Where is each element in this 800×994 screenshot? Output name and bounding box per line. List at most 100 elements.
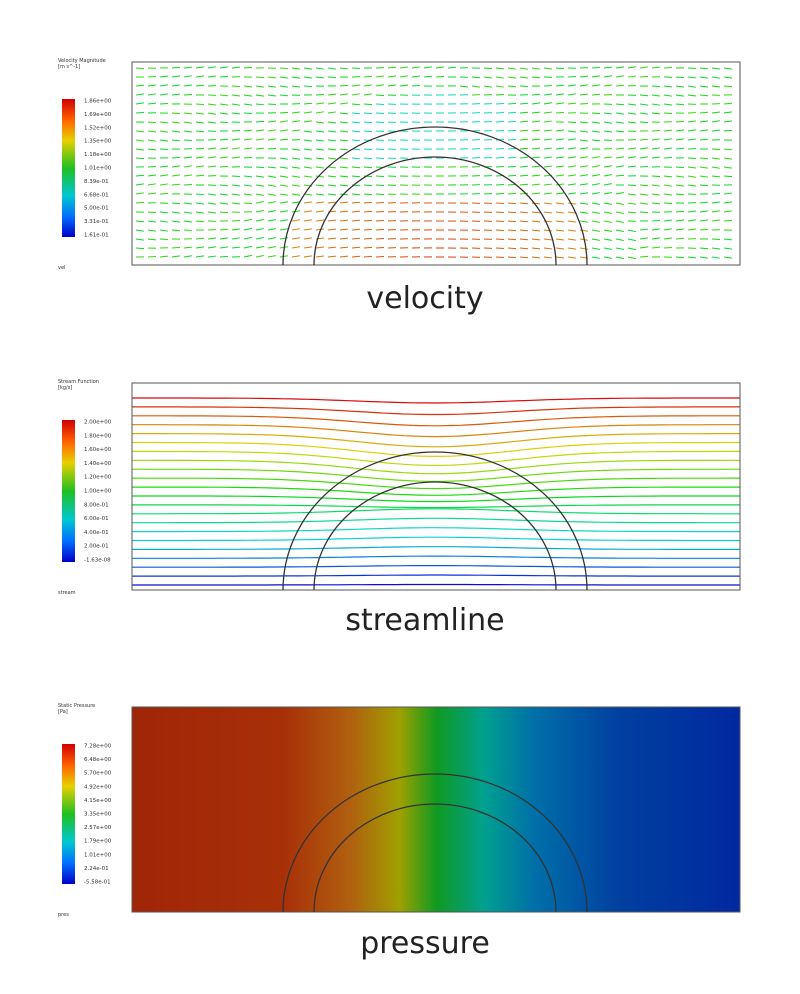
velocity-vector <box>723 76 732 79</box>
velocity-vector <box>507 202 517 205</box>
velocity-vector <box>351 130 361 133</box>
velocity-vector <box>291 246 300 249</box>
velocity-vector <box>543 93 553 96</box>
velocity-vector <box>675 103 685 106</box>
velocity-vector <box>675 175 684 178</box>
velocity-vector <box>699 166 708 169</box>
velocity-vector <box>615 75 624 78</box>
velocity-vector <box>231 237 240 240</box>
velocity-vector <box>351 93 360 96</box>
velocity-vector <box>519 120 529 123</box>
velocity-vector <box>519 211 529 214</box>
velocity-vector <box>243 245 252 249</box>
velocity-vector <box>663 85 673 88</box>
velocity-vector <box>255 147 265 150</box>
velocity-vector <box>603 183 612 186</box>
colorbar-label: 4.00e-01 <box>84 530 109 536</box>
velocity-vector <box>183 84 192 87</box>
velocity-vector <box>255 175 264 178</box>
velocity-vector <box>639 202 648 205</box>
velocity-vector <box>447 66 457 69</box>
velocity-vector <box>255 219 264 222</box>
velocity-vector <box>519 229 529 232</box>
velocity-vector <box>639 228 649 231</box>
velocity-vector <box>231 228 240 231</box>
velocity-vector <box>363 148 373 151</box>
velocity-vector <box>543 129 553 132</box>
velocity-vector <box>303 201 312 204</box>
velocity-vector <box>363 75 373 78</box>
velocity-vector <box>555 102 564 105</box>
streamline <box>132 508 740 515</box>
velocity-vector <box>243 138 252 141</box>
velocity-vector <box>507 76 516 79</box>
velocity-vector <box>579 211 588 214</box>
velocity-vector <box>555 211 564 214</box>
velocity-vector <box>639 147 648 150</box>
velocity-vector <box>231 246 241 249</box>
panel: Stream Function[kg/s] 2.00e+00 1.80e+00 1.6… <box>58 379 741 638</box>
velocity-vector <box>363 166 373 169</box>
velocity-vector <box>651 219 661 222</box>
velocity-vector <box>579 174 588 177</box>
velocity-vector <box>471 85 480 88</box>
velocity-vector <box>603 220 612 223</box>
velocity-vector <box>231 202 241 205</box>
velocity-vector <box>723 67 732 70</box>
streamline <box>132 583 740 586</box>
velocity-vector <box>723 120 732 123</box>
colorbar-label: 1.20e+00 <box>84 475 112 481</box>
velocity-vector <box>675 256 685 259</box>
velocity-vector <box>495 93 505 96</box>
velocity-vector <box>219 165 229 168</box>
velocity-vector <box>711 256 720 259</box>
colorbar-label: 1.01e+00 <box>84 166 112 172</box>
velocity-vector <box>627 75 637 78</box>
velocity-vector <box>195 130 205 133</box>
velocity-vector <box>567 192 576 195</box>
velocity-vector <box>231 175 241 177</box>
velocity-vector <box>267 94 276 97</box>
velocity-vector <box>543 247 553 250</box>
velocity-vector <box>291 201 300 204</box>
velocity-vector <box>519 76 528 79</box>
velocity-vector <box>255 120 265 123</box>
velocity-vector <box>231 112 241 115</box>
velocity-vector <box>195 246 204 249</box>
velocity-vector <box>255 201 264 204</box>
velocity-vector <box>567 156 576 159</box>
velocity-vector <box>279 120 288 123</box>
velocity-vector <box>651 94 660 97</box>
velocity-vector <box>699 138 709 141</box>
velocity-vector <box>627 165 637 168</box>
velocity-vector <box>315 175 324 178</box>
velocity-vector <box>231 156 241 159</box>
velocity-vector <box>279 228 288 231</box>
velocity-vector <box>651 129 661 132</box>
plot-frame <box>131 706 741 913</box>
velocity-vector <box>495 229 505 232</box>
velocity-vector <box>495 67 505 70</box>
caption: velocity <box>366 281 483 316</box>
velocity-vector <box>219 246 228 249</box>
velocity-vector <box>591 220 600 223</box>
velocity-vector <box>543 102 552 105</box>
velocity-vector <box>183 121 192 124</box>
velocity-vector <box>711 201 720 204</box>
velocity-vector <box>603 84 612 87</box>
velocity-vector <box>219 237 228 240</box>
velocity-vector <box>531 220 541 223</box>
velocity-vector <box>327 67 336 70</box>
velocity-vector <box>207 75 217 78</box>
velocity-vector <box>507 67 516 70</box>
plot-frame <box>131 382 741 591</box>
colorbar-label: 8.00e-01 <box>84 502 109 508</box>
velocity-vector <box>603 75 612 78</box>
velocity-vector <box>555 138 564 141</box>
velocity-vector <box>555 67 565 70</box>
velocity-vector <box>135 93 144 96</box>
velocity-vector <box>375 148 385 151</box>
velocity-vector <box>315 184 324 187</box>
velocity-vector <box>507 165 517 168</box>
velocity-vector <box>507 220 517 223</box>
